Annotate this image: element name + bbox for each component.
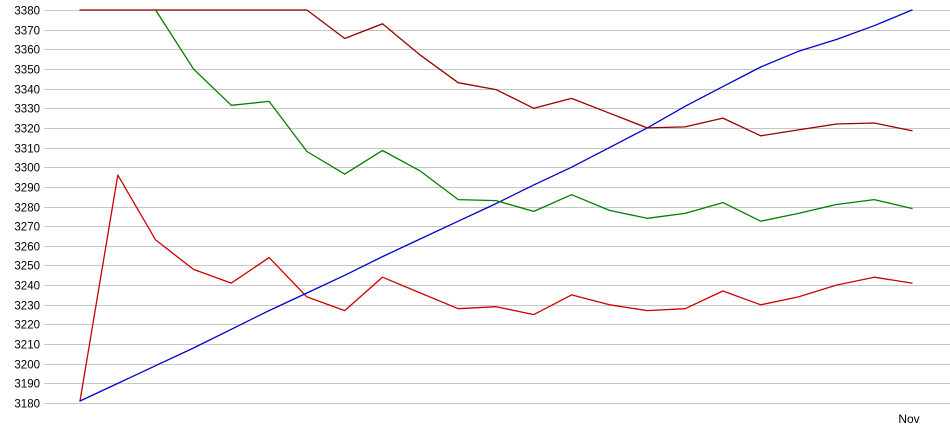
y-axis-tick-label: 3290 <box>14 183 40 195</box>
y-axis-tick-label: 3220 <box>14 320 40 332</box>
y-axis-tick-label: 3360 <box>14 45 40 57</box>
bright-red-line <box>79 174 913 402</box>
y-axis-tick-label: 3350 <box>14 65 40 77</box>
maroon-line <box>79 9 913 137</box>
y-axis-tick-label: 3230 <box>14 301 40 313</box>
y-axis-tick-label: 3300 <box>14 163 40 175</box>
y-axis-tick-label: 3370 <box>14 26 40 38</box>
y-axis-tick-label: 3190 <box>14 379 40 391</box>
green-line <box>154 9 913 222</box>
blue-line <box>79 9 913 402</box>
y-axis-tick-label: 3380 <box>14 6 40 18</box>
y-axis-tick-label: 3310 <box>14 144 40 156</box>
y-axis-tick-label: 3240 <box>14 281 40 293</box>
y-axis-tick-label: 3320 <box>14 124 40 136</box>
y-axis-tick-label: 3180 <box>14 399 40 411</box>
y-axis-tick-label: 3200 <box>14 360 40 372</box>
y-axis-tick-label: 3260 <box>14 242 40 254</box>
y-axis-tick-label: 3280 <box>14 203 40 215</box>
y-axis-tick-label: 3210 <box>14 340 40 352</box>
x-axis-label-nov: Nov <box>898 412 920 426</box>
y-axis-tick-label: 3330 <box>14 104 40 116</box>
y-axis-tick-label: 3340 <box>14 85 40 97</box>
y-axis-tick-label: 3250 <box>14 261 40 273</box>
y-axis-tick-label: 3270 <box>14 222 40 234</box>
